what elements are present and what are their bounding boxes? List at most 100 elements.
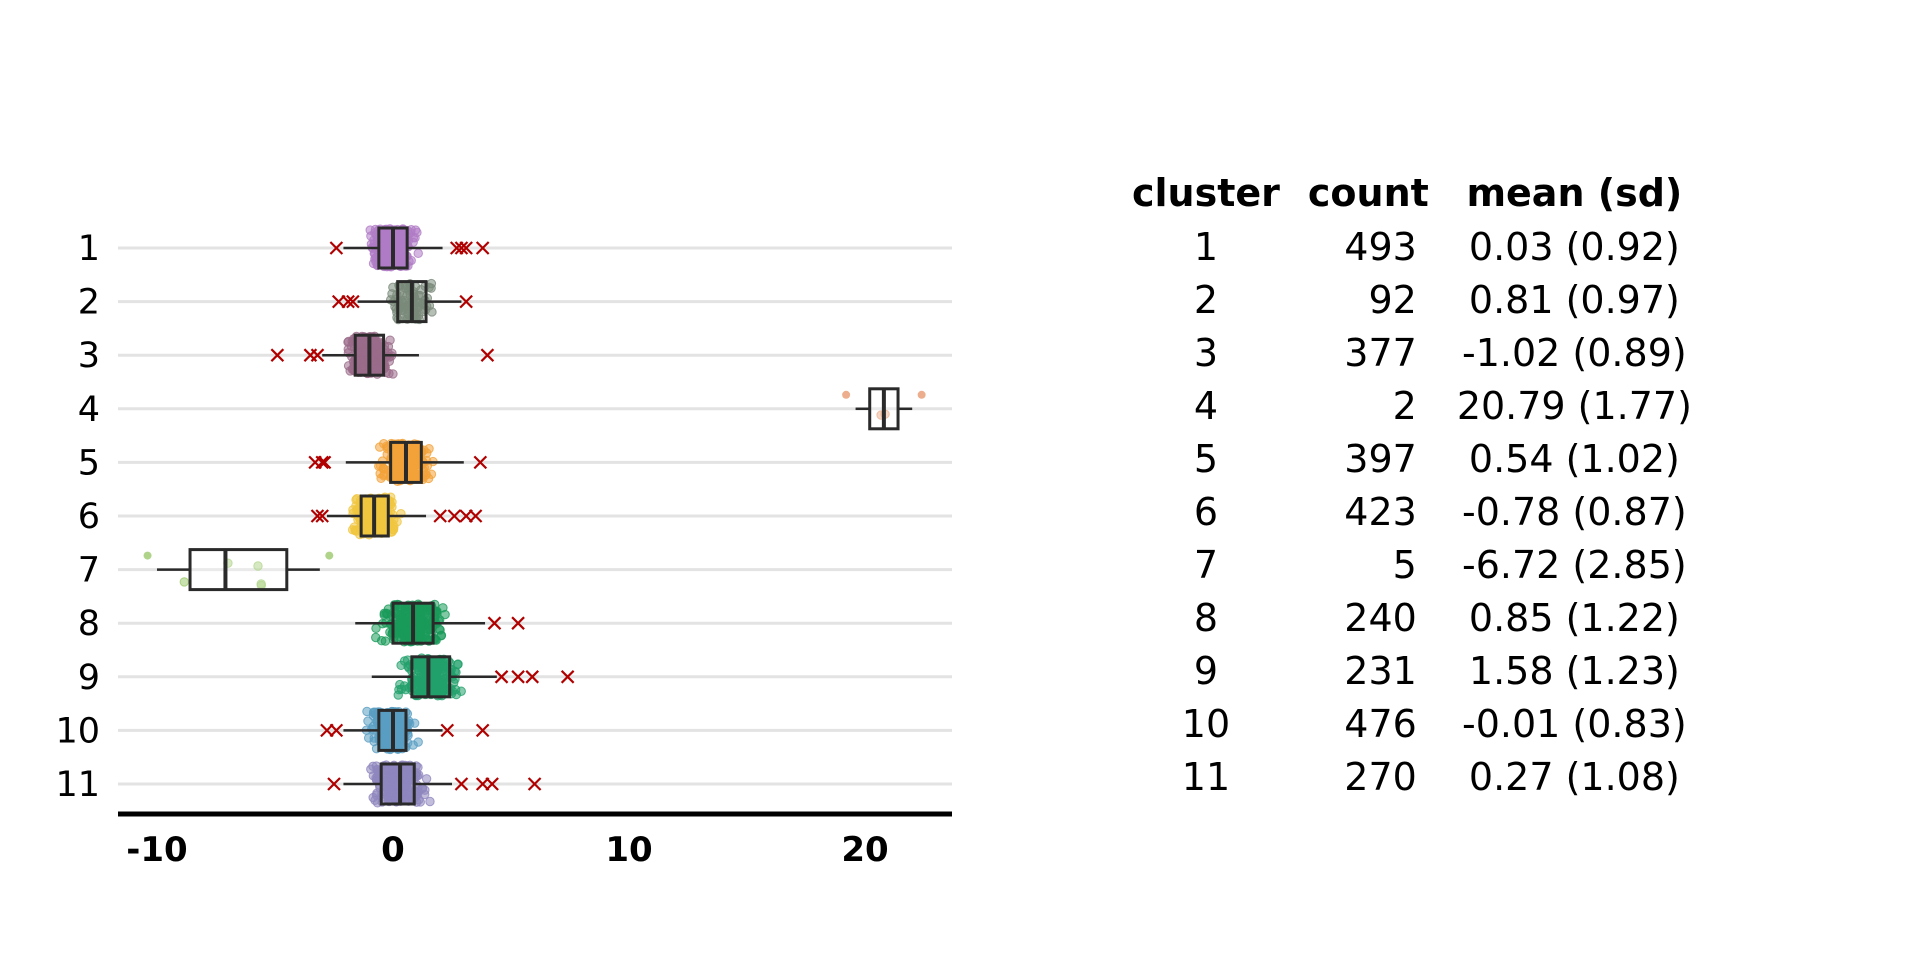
cell-mean-sd: -0.01 (0.83) [1462, 701, 1687, 746]
outlier-marker [480, 348, 495, 362]
data-point [361, 522, 371, 533]
cell-count: 397 [1344, 436, 1417, 481]
cell-count: 270 [1344, 754, 1417, 799]
cell-cluster: 10 [1181, 701, 1231, 746]
outlier-marker [475, 241, 490, 255]
category-label: 9 [78, 658, 100, 698]
data-point [396, 621, 406, 631]
table-row: 1 493 0.03 (0.92) [1118, 220, 1706, 273]
cell-count: 231 [1344, 648, 1417, 693]
data-point [414, 665, 424, 675]
outlier-marker [310, 348, 325, 362]
data-point [376, 473, 386, 484]
table-row: 9 231 1.58 (1.23) [1118, 644, 1706, 697]
data-point [438, 603, 448, 613]
cell-count: 476 [1344, 701, 1417, 746]
data-point [343, 337, 353, 347]
outlier-marker [341, 294, 355, 309]
outlier-marker [473, 455, 488, 470]
data-point [371, 632, 381, 643]
data-point [387, 773, 398, 784]
data-point [421, 774, 432, 784]
category-label: 10 [55, 711, 100, 751]
data-point [388, 369, 398, 379]
data-point [425, 796, 435, 807]
cell-count: 5 [1392, 542, 1417, 587]
data-point [405, 770, 415, 781]
header-count: count [1307, 170, 1429, 215]
data-point [350, 525, 361, 535]
data-point [379, 463, 389, 473]
header-cluster: cluster [1132, 170, 1280, 215]
cell-mean-sd: 1.58 (1.23) [1468, 648, 1680, 693]
data-point [351, 495, 361, 505]
cell-count: 423 [1344, 489, 1417, 534]
header-mean-sd: mean (sd) [1466, 170, 1683, 215]
table-row: 5 397 0.54 (1.02) [1118, 432, 1706, 485]
outlier-marker [494, 670, 509, 684]
data-point [383, 604, 394, 614]
cell-cluster: 7 [1193, 542, 1219, 587]
outlier-marker [447, 509, 462, 523]
cell-mean-sd: 0.03 (0.92) [1468, 224, 1680, 269]
category-label: 11 [55, 765, 100, 805]
cell-cluster: 6 [1193, 489, 1219, 534]
data-point [402, 311, 412, 322]
table-body: 1 493 0.03 (0.92) 2 92 0.81 (0.97) 3 377 -1.02 (… [1118, 220, 1706, 803]
table-row: 10 476 -0.01 (0.83) [1118, 697, 1706, 750]
cell-mean-sd: -1.02 (0.89) [1462, 330, 1687, 375]
data-point [379, 727, 389, 737]
data-point [368, 792, 378, 803]
data-point [381, 781, 391, 791]
x-tick-label: 10 [605, 830, 652, 870]
outlier-marker [327, 777, 341, 791]
cell-count: 377 [1344, 330, 1417, 375]
gridlines [118, 246, 952, 786]
x-tick-label: 20 [841, 830, 888, 870]
data-point [450, 684, 461, 695]
data-point [424, 444, 434, 454]
outlier-marker [527, 777, 542, 791]
data-point [439, 674, 449, 684]
data-point [414, 618, 425, 628]
box [188, 548, 289, 592]
cell-mean-sd: -0.78 (0.87) [1462, 489, 1687, 534]
data-point [325, 551, 334, 560]
data-point [390, 455, 401, 465]
outlier-marker [459, 294, 473, 309]
cell-mean-sd: -6.72 (2.85) [1462, 542, 1687, 587]
data-point [408, 740, 418, 750]
cell-cluster: 9 [1193, 648, 1219, 693]
data-point [253, 561, 263, 571]
data-point [413, 631, 424, 642]
table-row: 7 5 -6.72 (2.85) [1118, 538, 1706, 591]
category-label: 4 [78, 390, 100, 430]
outlier-marker [440, 723, 455, 738]
data-point [362, 504, 373, 514]
category-label: 8 [78, 604, 100, 644]
outlier-marker [315, 509, 329, 523]
cell-cluster: 11 [1181, 754, 1231, 799]
table-header-row: cluster count mean (sd) [1118, 165, 1706, 220]
data-point [393, 690, 403, 700]
data-point [410, 225, 421, 235]
outlier-marker [475, 723, 490, 738]
data-point [439, 660, 449, 671]
outlier-marker [317, 455, 332, 470]
cell-count: 2 [1392, 383, 1417, 428]
data-point [413, 248, 423, 259]
cell-cluster: 3 [1193, 330, 1219, 375]
outlier-marker [511, 670, 525, 684]
category-label: 6 [78, 497, 100, 537]
table-row: 6 423 -0.78 (0.87) [1118, 485, 1706, 538]
data-point [368, 258, 379, 269]
outlier-marker [485, 777, 499, 791]
jitter-points [143, 224, 926, 808]
data-point [842, 390, 851, 399]
data-point [382, 235, 392, 245]
outlier-marker [454, 777, 469, 791]
outlier-marker [525, 670, 540, 684]
outlier-marker [329, 723, 344, 738]
data-point [371, 623, 381, 634]
